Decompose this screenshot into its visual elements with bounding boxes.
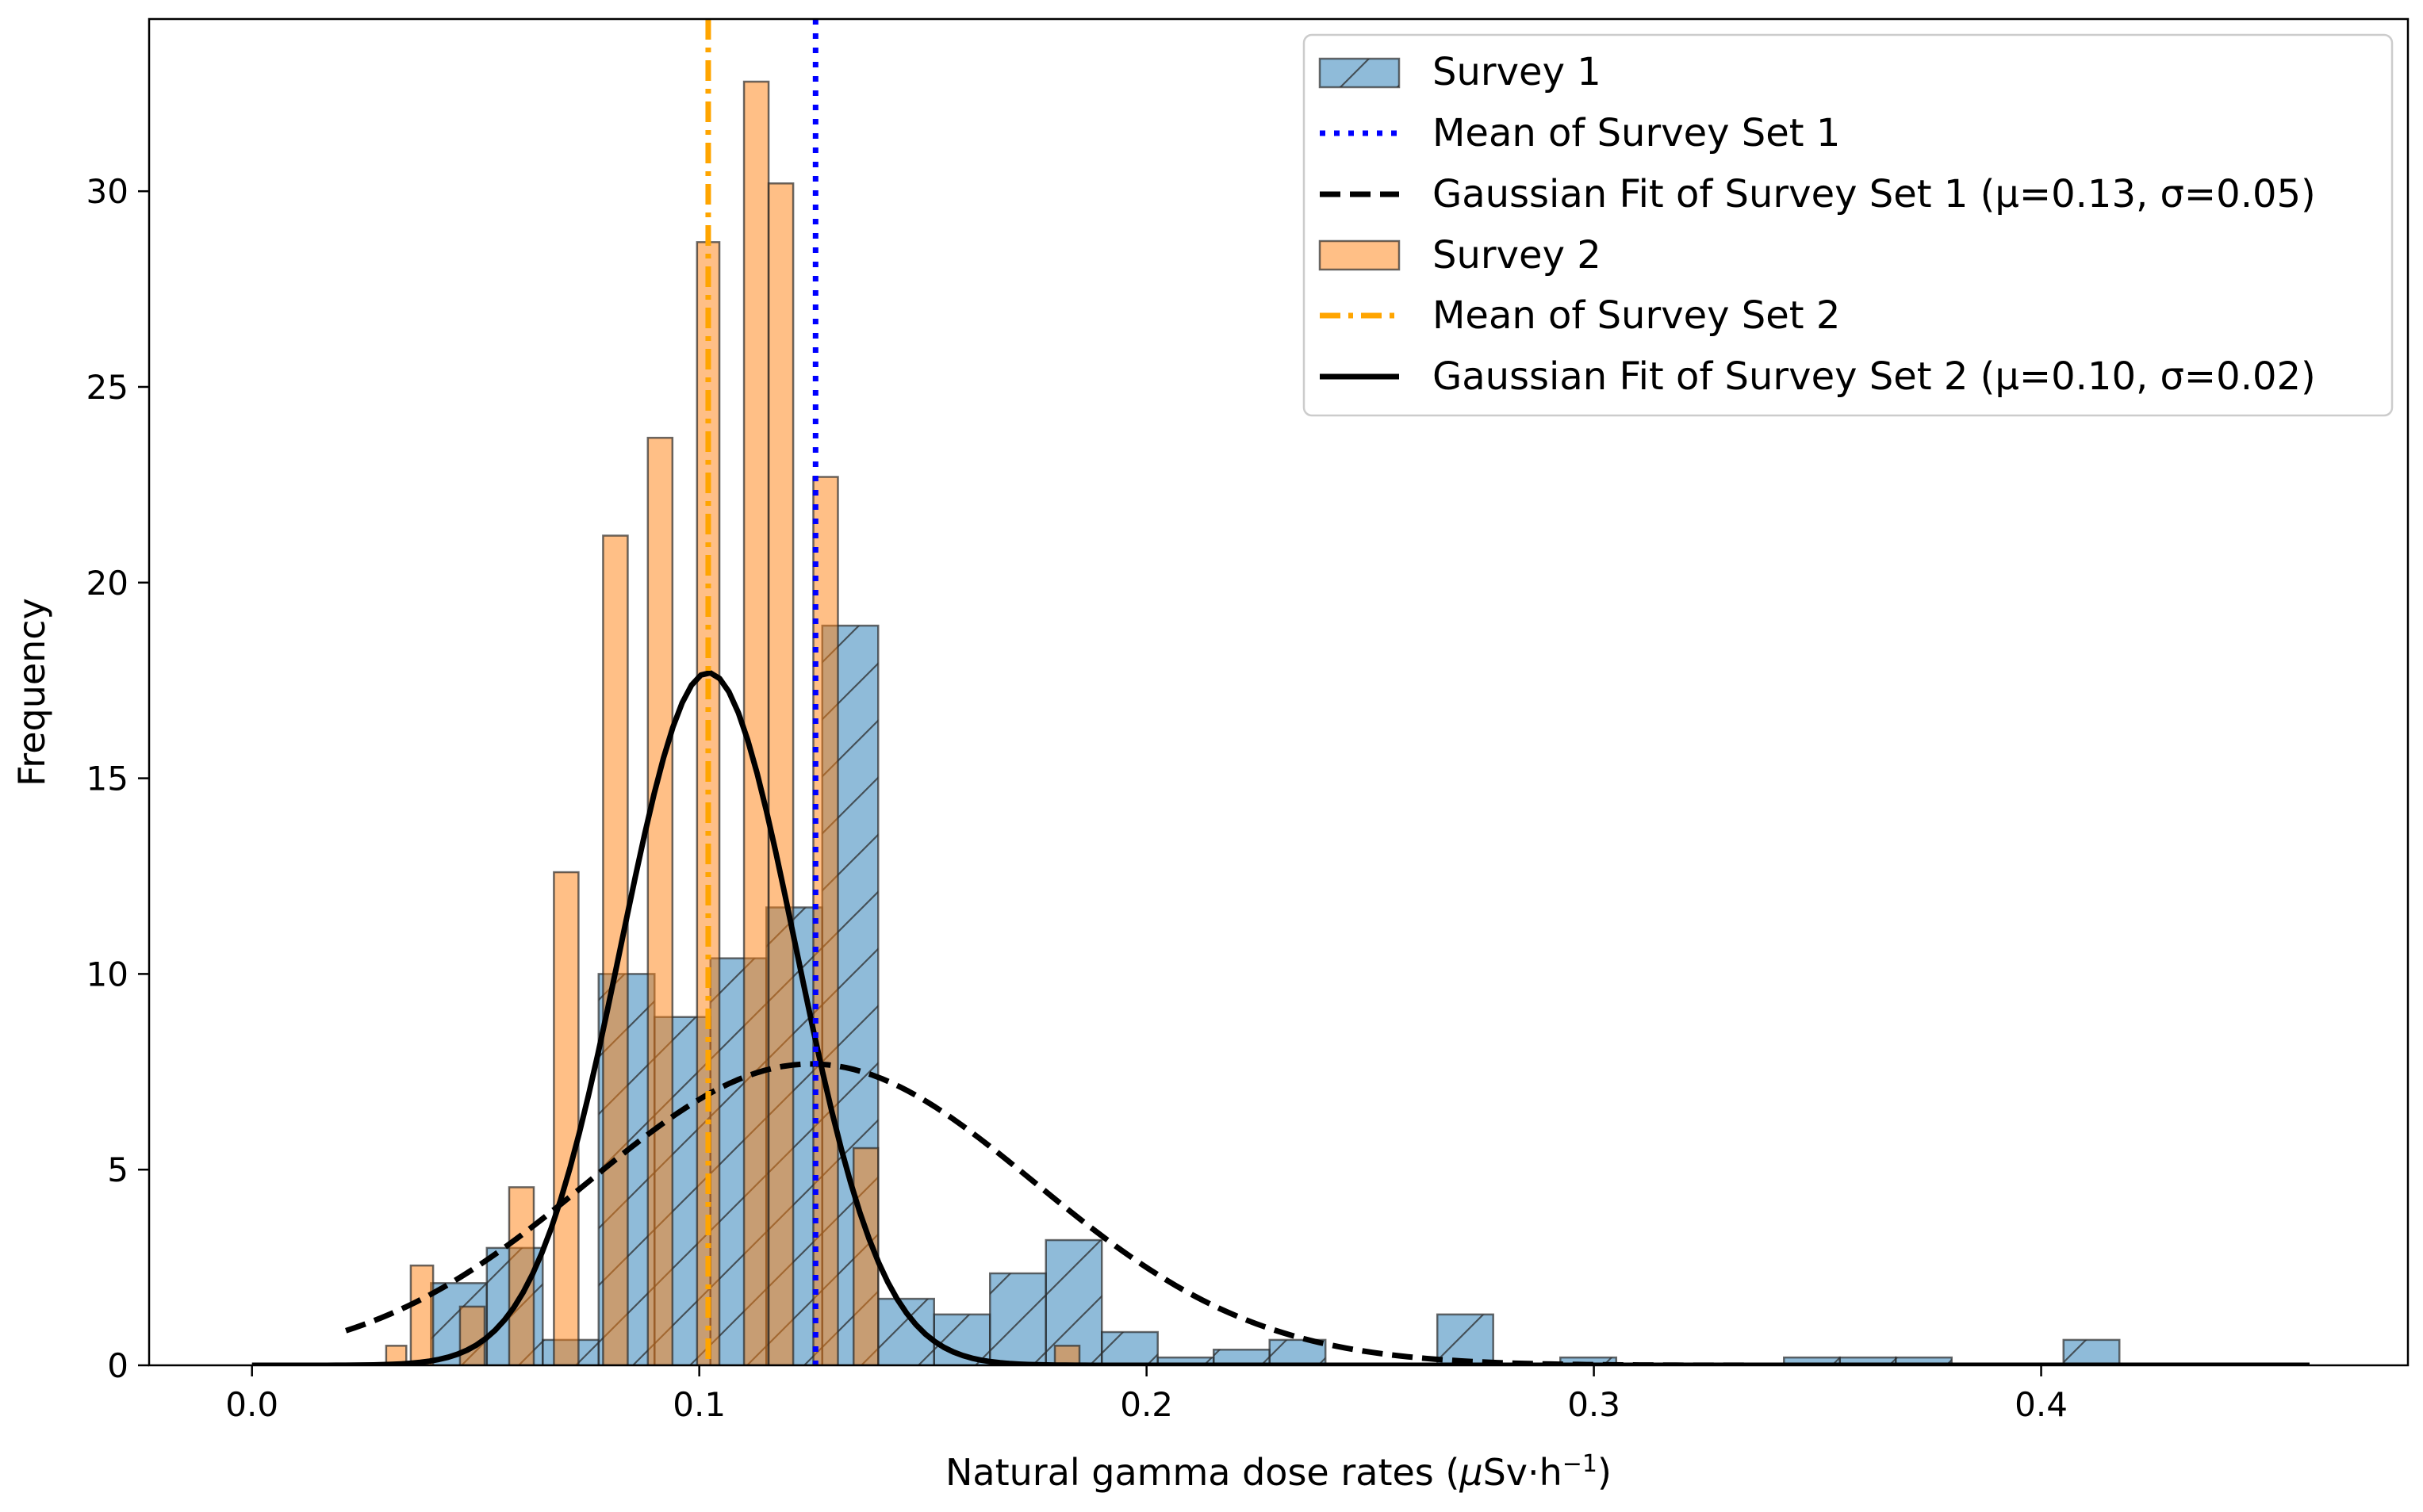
- x-axis-ticks: 0.0 0.1 0.2 0.3 0.4: [225, 1365, 2068, 1424]
- legend-swatch-survey-1-hatch: [1320, 59, 1399, 87]
- legend-label-gaussian-fit-2: Gaussian Fit of Survey Set 2 (μ=0.10, σ=…: [1432, 354, 2316, 399]
- legend-label-mean-survey-1: Mean of Survey Set 1: [1432, 111, 1840, 155]
- legend-entry-mean-survey-2: Mean of Survey Set 2: [1320, 293, 1840, 338]
- x-tick-label-2: 0.2: [1120, 1385, 1173, 1424]
- survey-2-bar-12: [1053, 1345, 1081, 1365]
- y-tick-label-3: 15: [86, 760, 128, 798]
- legend-label-survey-2: Survey 2: [1432, 233, 1601, 278]
- legend-entry-survey-2: Survey 2: [1318, 233, 1601, 278]
- survey-1-bar-hatch-14: [1213, 1349, 1270, 1365]
- legend: Survey 1 Mean of Survey Set 1 Gaussian F…: [1302, 33, 2394, 417]
- legend-entry-mean-survey-1: Mean of Survey Set 1: [1320, 111, 1840, 155]
- x-tick-label-1: 0.1: [673, 1385, 726, 1424]
- x-tick-label-0: 0.0: [225, 1385, 278, 1424]
- survey-2-bar-2: [458, 1305, 486, 1365]
- gaussian-fit-line-survey-1: [345, 1061, 2310, 1365]
- survey-1-bar-hatch-19: [1839, 1357, 1896, 1365]
- survey-2-bar-9: [767, 182, 795, 1365]
- y-tick-label-0: 0: [107, 1346, 128, 1385]
- survey-2-bar-6: [646, 436, 674, 1365]
- y-axis-label: Frequency: [10, 598, 53, 787]
- y-tick-label-2: 10: [86, 955, 128, 993]
- legend-label-gaussian-fit-1: Gaussian Fit of Survey Set 1 (μ=0.13, σ=…: [1432, 172, 2316, 216]
- y-tick-label-4: 20: [86, 564, 128, 603]
- survey-1-bar-hatch-13: [1157, 1357, 1214, 1365]
- legend-frame: [1302, 33, 2394, 417]
- survey-1-bar-hatch-21: [2063, 1339, 2120, 1365]
- y-axis-ticks: 0 5 10 15 20 25 30: [86, 172, 149, 1385]
- fit-and-mean-lines: [251, 19, 2310, 1365]
- survey-1-bar-hatch-12: [1102, 1332, 1158, 1365]
- x-axis-label: Natural gamma dose rates (μSv·h−1): [945, 1450, 1612, 1495]
- survey-1-bar-hatch-11: [1045, 1240, 1102, 1365]
- survey-1-bar-hatch-16: [1437, 1314, 1493, 1365]
- legend-entry-gaussian-fit-1: Gaussian Fit of Survey Set 1 (μ=0.13, σ=…: [1320, 172, 2316, 216]
- x-axis-label-unit: Sv·h: [1483, 1451, 1562, 1494]
- y-tick-label-1: 5: [107, 1150, 128, 1189]
- x-tick-label-3: 0.3: [1567, 1385, 1620, 1424]
- x-axis-label-close: ): [1597, 1451, 1612, 1494]
- legend-label-mean-survey-2: Mean of Survey Set 2: [1432, 293, 1840, 338]
- x-axis-label-main: Natural gamma dose rates (: [945, 1451, 1459, 1494]
- legend-swatch-survey-2: [1318, 239, 1401, 271]
- legend-entry-gaussian-fit-2: Gaussian Fit of Survey Set 2 (μ=0.10, σ=…: [1320, 354, 2316, 399]
- survey-2-bar-5: [602, 534, 629, 1365]
- x-tick-label-4: 0.4: [2015, 1385, 2068, 1424]
- survey-1-bar-hatch-17: [1560, 1357, 1616, 1365]
- legend-label-survey-1: Survey 1: [1432, 50, 1601, 94]
- survey-2-bar-1: [409, 1264, 435, 1365]
- survey-2-bar-8: [742, 80, 770, 1365]
- survey-2-bar-4: [553, 871, 580, 1365]
- x-axis-label-mu: μ: [1459, 1451, 1482, 1494]
- survey-2-bars: [385, 80, 1081, 1365]
- legend-entry-survey-1: Survey 1: [1318, 50, 1601, 94]
- survey-1-bar-hatch-20: [1896, 1357, 1952, 1365]
- survey-1-bar-hatch-10: [990, 1273, 1046, 1365]
- survey-1-bars: [430, 624, 2121, 1365]
- gaussian-fit-line-survey-2: [251, 670, 2310, 1365]
- survey-1-bar-hatch-18: [1784, 1357, 1840, 1365]
- y-tick-label-5: 25: [86, 368, 128, 407]
- plot-frame: [148, 17, 2410, 1367]
- y-tick-label-6: 30: [86, 172, 128, 211]
- x-axis-label-exponent: −1: [1562, 1450, 1597, 1478]
